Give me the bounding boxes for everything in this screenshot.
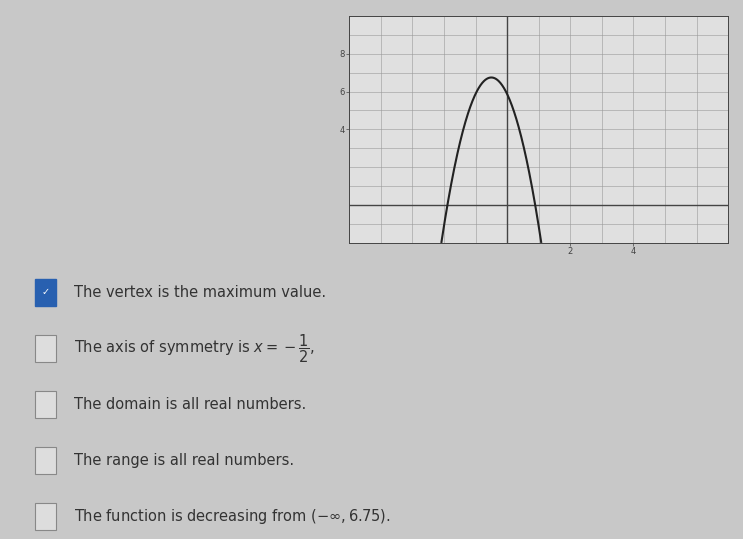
Bar (34, 279, 56, 306)
Text: The function is decreasing from $(-\infty, 6.75)$.: The function is decreasing from $(-\inft… (74, 507, 391, 526)
Text: ✓: ✓ (42, 287, 50, 298)
Text: The range is all real numbers.: The range is all real numbers. (74, 453, 294, 468)
Text: The domain is all real numbers.: The domain is all real numbers. (74, 397, 306, 412)
Bar (34, 335, 56, 362)
Bar (34, 447, 56, 474)
Text: The axis of symmetry is $x = -\dfrac{1}{2},$: The axis of symmetry is $x = -\dfrac{1}{… (74, 332, 315, 365)
Bar (34, 391, 56, 418)
Text: The vertex is the maximum value.: The vertex is the maximum value. (74, 285, 326, 300)
Bar (34, 503, 56, 530)
